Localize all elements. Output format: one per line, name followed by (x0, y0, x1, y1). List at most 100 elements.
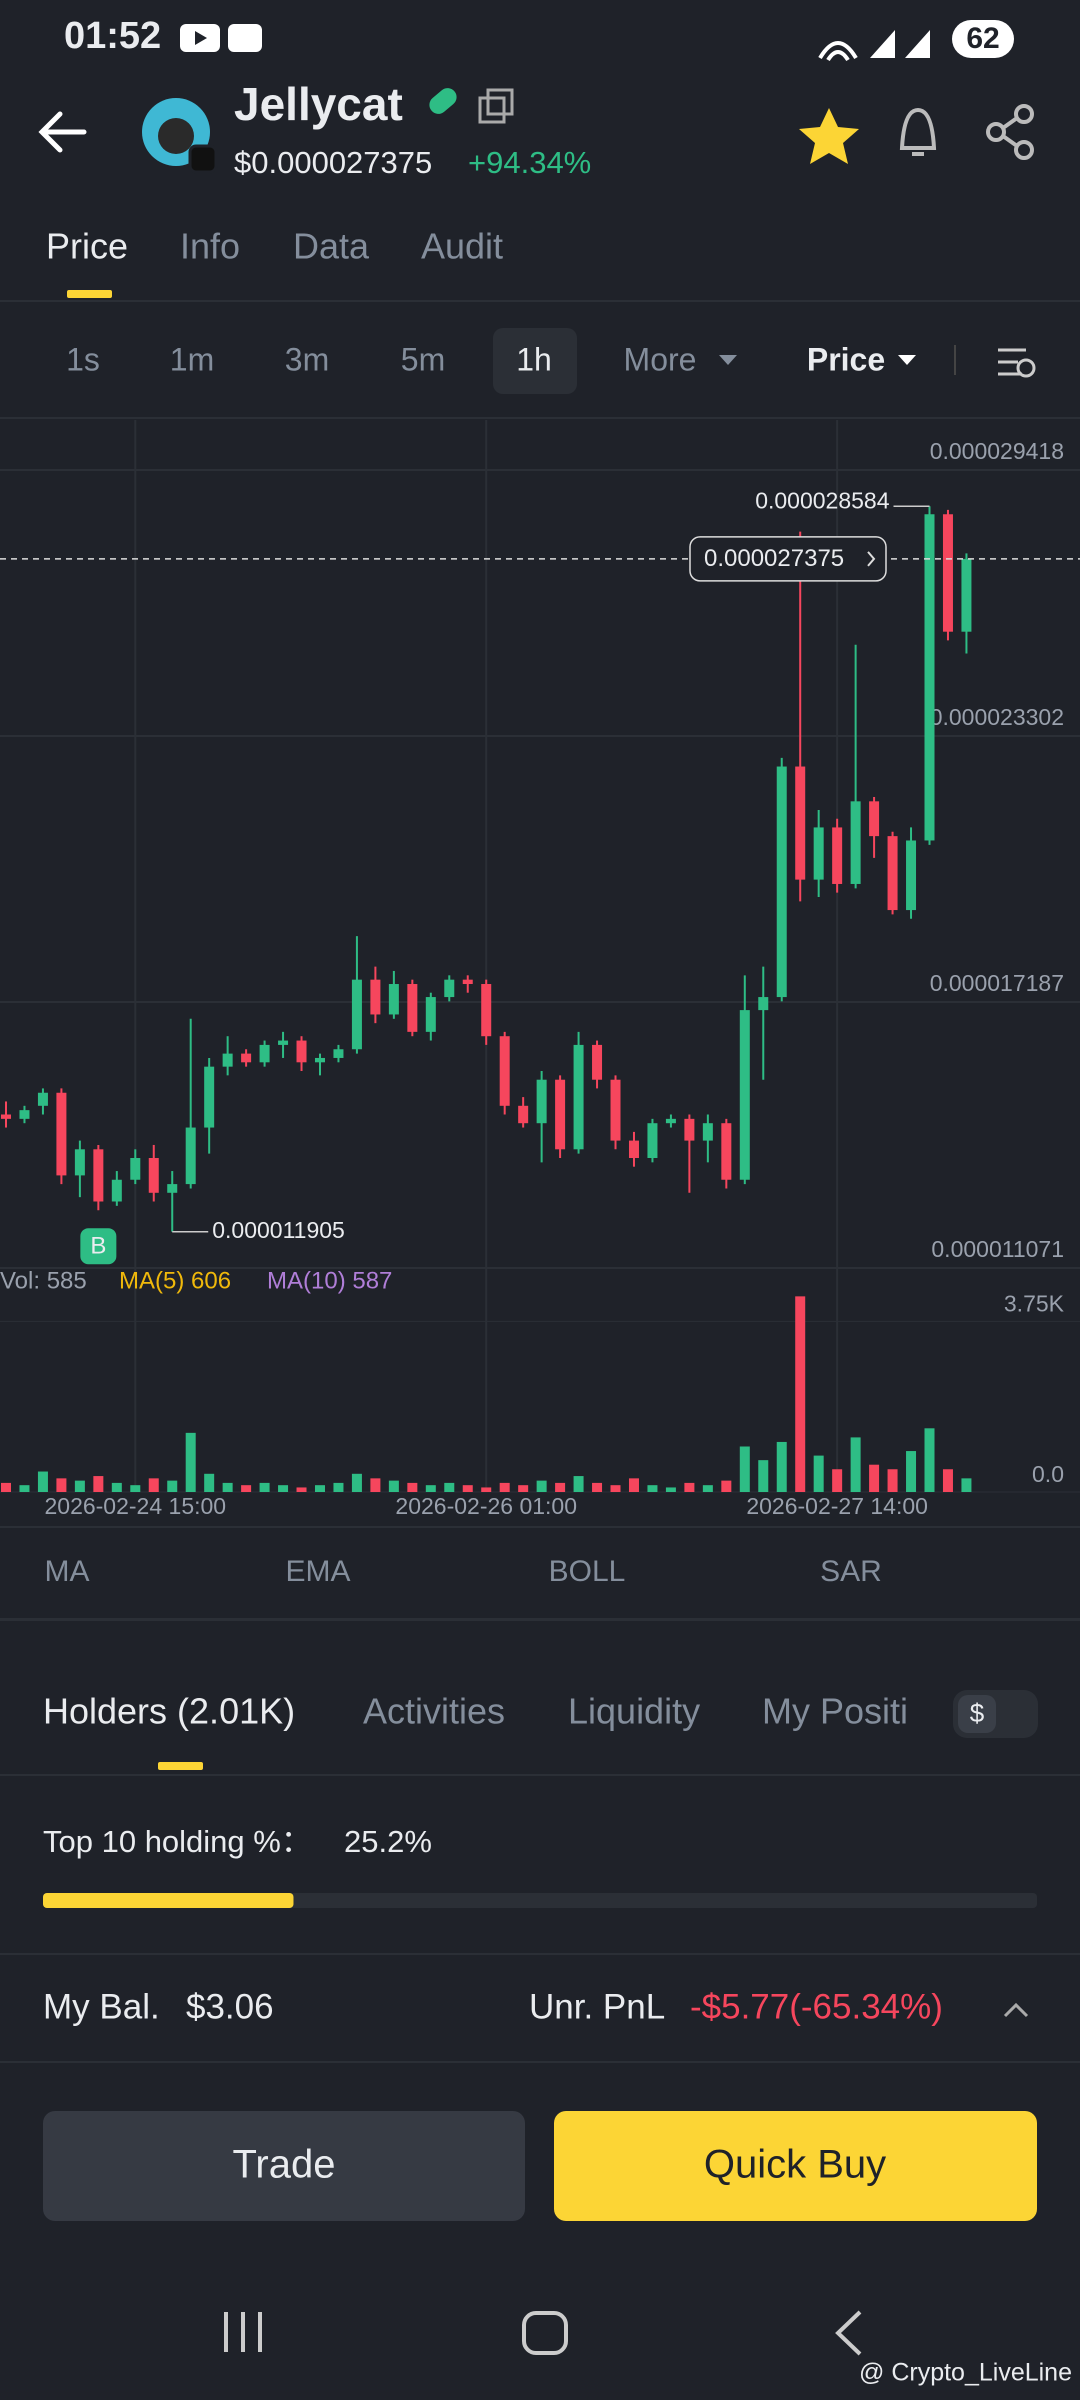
candle-body (370, 979, 381, 1015)
candle-body (499, 1036, 510, 1106)
status-icon (228, 24, 262, 52)
currency-toggle[interactable] (958, 1695, 996, 1733)
indicator[interactable]: SAR (820, 1555, 882, 1588)
indicator[interactable]: BOLL (549, 1555, 626, 1588)
candle-body (333, 1049, 344, 1058)
volume-bar (444, 1482, 455, 1492)
candle-body (942, 514, 953, 632)
divider (0, 1774, 1080, 1776)
quick-buy-button[interactable] (554, 2111, 1037, 2221)
volume-bar (906, 1451, 917, 1492)
volume-bar (610, 1485, 621, 1492)
candle-body (74, 1149, 85, 1176)
trade-button-label[interactable]: Trade (232, 2143, 335, 2187)
volume-bar (222, 1482, 233, 1492)
interval[interactable]: 5m (401, 341, 445, 377)
volume-bar (739, 1446, 750, 1492)
volume-bar (776, 1441, 787, 1492)
chart-mode[interactable]: Price (807, 341, 885, 377)
copy-icon[interactable] (486, 88, 514, 116)
volume-bar (647, 1485, 658, 1492)
watermark: @ Crypto_LiveLine (859, 2359, 1072, 2387)
expand-button[interactable] (1003, 2002, 1029, 2018)
volume-bar (684, 1482, 695, 1492)
volume-bar (481, 1487, 492, 1492)
settings-icon[interactable] (998, 348, 1026, 376)
holders-tab[interactable]: Holders (2.01K) (43, 1691, 295, 1732)
wifi-icon (818, 41, 858, 62)
volume-bar (93, 1476, 104, 1492)
volume-bar (241, 1485, 252, 1492)
interval[interactable]: 3m (285, 341, 329, 377)
volume-bar (388, 1480, 399, 1492)
holders-tab[interactable]: Liquidity (568, 1691, 700, 1732)
tab-indicator (67, 290, 112, 298)
x-tick-label: 2026-02-27 14:00 (746, 1493, 928, 1519)
tab-indicator (158, 1762, 203, 1770)
x-tick-label: 2026-02-24 15:00 (44, 1493, 226, 1519)
candle-body (278, 1040, 289, 1045)
nav-home[interactable] (522, 2311, 568, 2355)
interval[interactable]: 1m (170, 341, 214, 377)
volume-bar (702, 1485, 713, 1492)
volume-bar (204, 1473, 215, 1492)
candle-body (130, 1157, 141, 1180)
volume-legend: MA(5) 606 (119, 1267, 231, 1294)
volume-tick-label: 0.0 (1032, 1461, 1064, 1487)
divider (0, 417, 1080, 419)
divider (0, 1526, 1080, 1528)
volume-bar (628, 1478, 639, 1492)
volume-bar (278, 1485, 289, 1492)
high-label: 0.000028584 (755, 487, 890, 513)
candle-body (536, 1079, 547, 1124)
token-price: $0.000027375 (234, 145, 432, 180)
favorite-button[interactable] (799, 108, 859, 164)
tab[interactable]: Info (180, 226, 240, 267)
volume-tick-label: 3.75K (1004, 1290, 1065, 1316)
quick-buy-label[interactable]: Quick Buy (704, 2143, 886, 2187)
balance-label: My Bal. (43, 1987, 160, 2026)
candle-body (259, 1044, 270, 1063)
candle-body (425, 997, 436, 1032)
tab[interactable]: Data (293, 226, 370, 267)
price-chart: 0.000029418 0.000023302 0.000017187 0.00001… (0, 420, 1080, 1519)
candle-body (628, 1140, 639, 1158)
currency-toggle-label[interactable]: $ (970, 1698, 985, 1728)
holders-tab[interactable]: My Positi (762, 1691, 908, 1732)
divider (0, 1953, 1080, 1955)
y-tick-label: 0.000017187 (930, 970, 1064, 996)
status-time: 01:52 (64, 15, 161, 57)
candle-body (296, 1040, 307, 1063)
settings-icon[interactable] (1016, 358, 1036, 378)
indicator[interactable]: MA (45, 1555, 90, 1588)
holders-tab[interactable]: Activities (363, 1691, 505, 1732)
interval-more[interactable]: More (624, 341, 697, 377)
y-tick-label: 0.000011071 (931, 1236, 1064, 1262)
candle-body (518, 1105, 529, 1124)
volume-bar (167, 1480, 178, 1492)
interval[interactable]: 1h (516, 341, 552, 377)
nav-back[interactable] (835, 2310, 862, 2356)
alert-button[interactable] (899, 107, 937, 156)
candle-body (906, 840, 917, 911)
interval[interactable]: 1s (66, 341, 100, 377)
volume-legend: Vol: 585 (0, 1267, 87, 1294)
candle-body (407, 984, 418, 1032)
back-button[interactable] (38, 111, 87, 153)
candle-body (795, 766, 806, 880)
tab[interactable]: Audit (421, 226, 503, 267)
indicator[interactable]: EMA (285, 1555, 350, 1588)
status-icon (195, 31, 207, 45)
volume-bar (314, 1485, 325, 1492)
signal-icon (870, 30, 930, 58)
volume-bar (942, 1469, 953, 1492)
copy-icon[interactable] (478, 96, 506, 124)
divider (0, 300, 1080, 302)
tab[interactable]: Price (46, 226, 128, 267)
candle-body (388, 984, 399, 1015)
share-button[interactable] (986, 104, 1034, 160)
trade-button[interactable] (43, 2111, 525, 2221)
nav-recent[interactable] (224, 2312, 262, 2352)
separator (954, 345, 956, 375)
